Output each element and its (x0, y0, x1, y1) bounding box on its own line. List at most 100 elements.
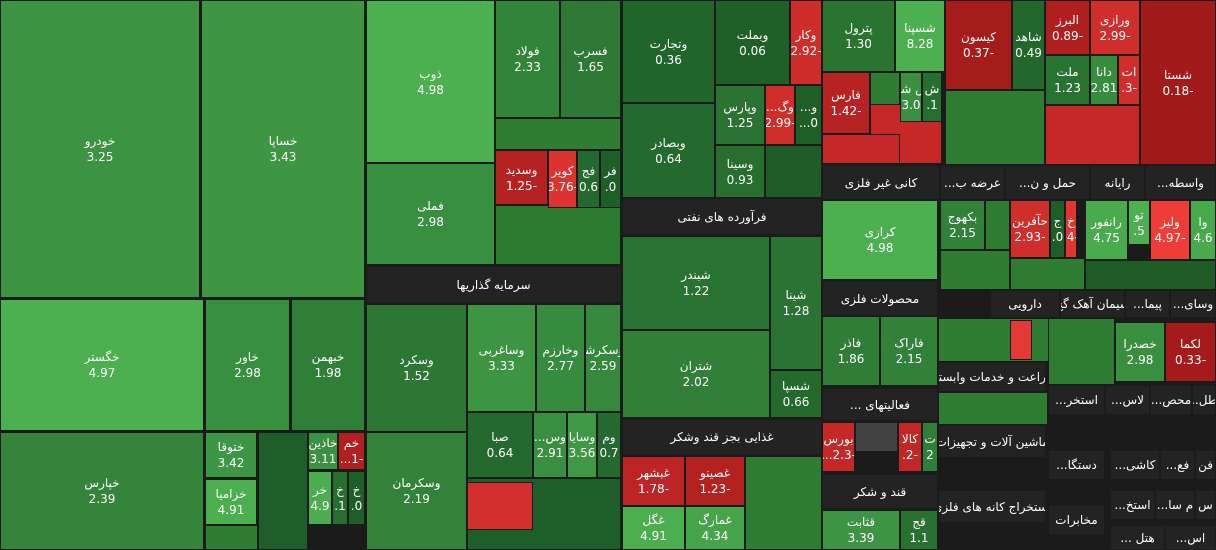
stock-name: تو (1134, 207, 1144, 222)
stock-name: ش شل (901, 82, 921, 96)
stock-name: قثابت (846, 515, 876, 529)
stock-tile: ش شل 3.0 (900, 72, 922, 122)
sector-label: فن (1195, 450, 1216, 480)
stock-change: 1.52 (403, 369, 430, 383)
stock-tile: حآفرین -2.93 (1010, 200, 1050, 258)
stock-change: 2.98 (234, 366, 261, 380)
stock-change: 0.64 (486, 446, 514, 460)
tile (938, 392, 1048, 425)
sector-label: عرضه ب... (940, 165, 1005, 200)
sector-label: سرمایه گذاریها (366, 266, 621, 303)
stock-name: فاذر (840, 336, 862, 350)
tile (822, 134, 900, 164)
stock-tile: شاهد 0.49 (1012, 0, 1045, 90)
stock-change: 4.91 (217, 503, 245, 517)
stock-tile: وسدید -1.25 (495, 150, 548, 205)
stock-name: خ (352, 483, 361, 497)
sector-label: فع... (1160, 450, 1195, 480)
stock-tile: صبا 0.64 (467, 412, 533, 478)
stock-tile: دانا 2.81 (1090, 55, 1118, 105)
stock-name: غبشهر (637, 466, 670, 480)
tile (1010, 258, 1085, 290)
stock-change: 0. (350, 499, 363, 513)
stock-change: 0. (1051, 230, 1064, 244)
stock-change: -2.92 (790, 43, 822, 58)
stock-name: قج (912, 515, 926, 529)
stock-change: -4.97 (1154, 231, 1186, 245)
stock-change: 1.22 (682, 284, 710, 298)
stock-tile: وپارس 1.25 (715, 85, 765, 145)
stock-name: ملت (1056, 65, 1079, 79)
stock-change: 8.28 (906, 37, 934, 51)
stock-tile: ولیز -4.97 (1150, 200, 1190, 260)
stock-name: شسپا (781, 379, 811, 393)
stock-tile: کویر -3.76 (548, 150, 577, 208)
stock-tile: فسرب 1.65 (560, 0, 621, 118)
stock-change: 0.06 (739, 43, 766, 58)
sector-label: واسطه... (1145, 165, 1216, 200)
sector-label: سیمان آهک گچ (1060, 290, 1125, 318)
stock-name: وسینا (726, 156, 754, 171)
sector-label: استخراج کانه های فلزی (938, 490, 1046, 523)
stock-tile: قج 1.1 (900, 510, 938, 550)
stock-tile: شینا 1.28 (770, 236, 822, 370)
sector-label: محص... (1150, 385, 1192, 415)
stock-name: شاهد (1015, 30, 1042, 44)
stock-tile: کالا -2. (898, 422, 922, 472)
stock-change: 1.1 (909, 531, 929, 545)
stock-name: فارس (831, 88, 861, 102)
stock-name: ش (924, 82, 940, 96)
stock-tile: وسکرمان 2.19 (366, 432, 467, 550)
stock-name: خ (1067, 214, 1075, 228)
stock-name: وگ... (766, 100, 794, 114)
stock-tile: خر 4.9 (308, 471, 332, 525)
stock-tile: کیسون -0.37 (945, 0, 1012, 90)
stock-name: فولاد (515, 44, 540, 58)
stock-name: البرز (1055, 12, 1080, 27)
stock-tile: ورازی -2.99 (1090, 0, 1140, 55)
tile (258, 432, 308, 550)
sector-label: م سا... (1155, 490, 1195, 520)
stock-change: -0.33 (1174, 353, 1207, 367)
stock-change: -0.18 (1162, 83, 1194, 98)
stock-change: 0... (798, 116, 819, 130)
stock-name: فملی (417, 199, 444, 213)
stock-name: رانفور (1091, 215, 1122, 229)
stock-tile: غصینو -1.23 (685, 456, 745, 506)
tile (205, 525, 258, 550)
stock-change: 2.98 (1126, 353, 1154, 367)
stock-change: 2 (926, 448, 934, 462)
stock-tile: وسکرد 1.52 (366, 304, 467, 432)
tile (467, 482, 533, 530)
stock-change: -1.25 (505, 178, 538, 193)
stock-tile: ذوب 4.98 (366, 0, 495, 163)
stock-tile: فاراک 2.15 (880, 316, 938, 386)
stock-tile: قثابت 3.39 (822, 510, 900, 550)
stock-change: 4.98 (866, 241, 894, 255)
stock-tile: وبملت 0.06 (715, 0, 790, 85)
stock-change: 1.86 (837, 352, 865, 366)
stock-name: پترول (844, 21, 873, 35)
stock-name: وپارس (723, 100, 757, 114)
stock-change: 0.64 (655, 151, 682, 166)
sector-label: وسای... (1170, 290, 1216, 318)
stock-change: 1. (334, 499, 346, 513)
stock-change: 3.42 (217, 456, 245, 470)
tile (855, 422, 898, 452)
stock-change: 0.66 (782, 395, 810, 409)
stock-tile: بورس -2.3... (822, 422, 855, 472)
stock-name: بورس (823, 432, 854, 446)
stock-name: وکار (795, 27, 817, 42)
stock-change: 2.15 (895, 352, 923, 366)
stock-change: 1.25 (726, 116, 754, 130)
stock-name: ت (924, 432, 936, 446)
stock-change: 0.36 (655, 52, 682, 67)
stock-change: -0.37 (962, 46, 995, 60)
stock-name: خزامیا (215, 487, 247, 501)
stock-name: کالا (901, 432, 919, 446)
sector-label: محصولات فلزی (822, 281, 938, 316)
stock-change: 0. (604, 180, 617, 194)
tile (1048, 318, 1115, 385)
stock-tile: فولاد 2.33 (495, 0, 560, 118)
